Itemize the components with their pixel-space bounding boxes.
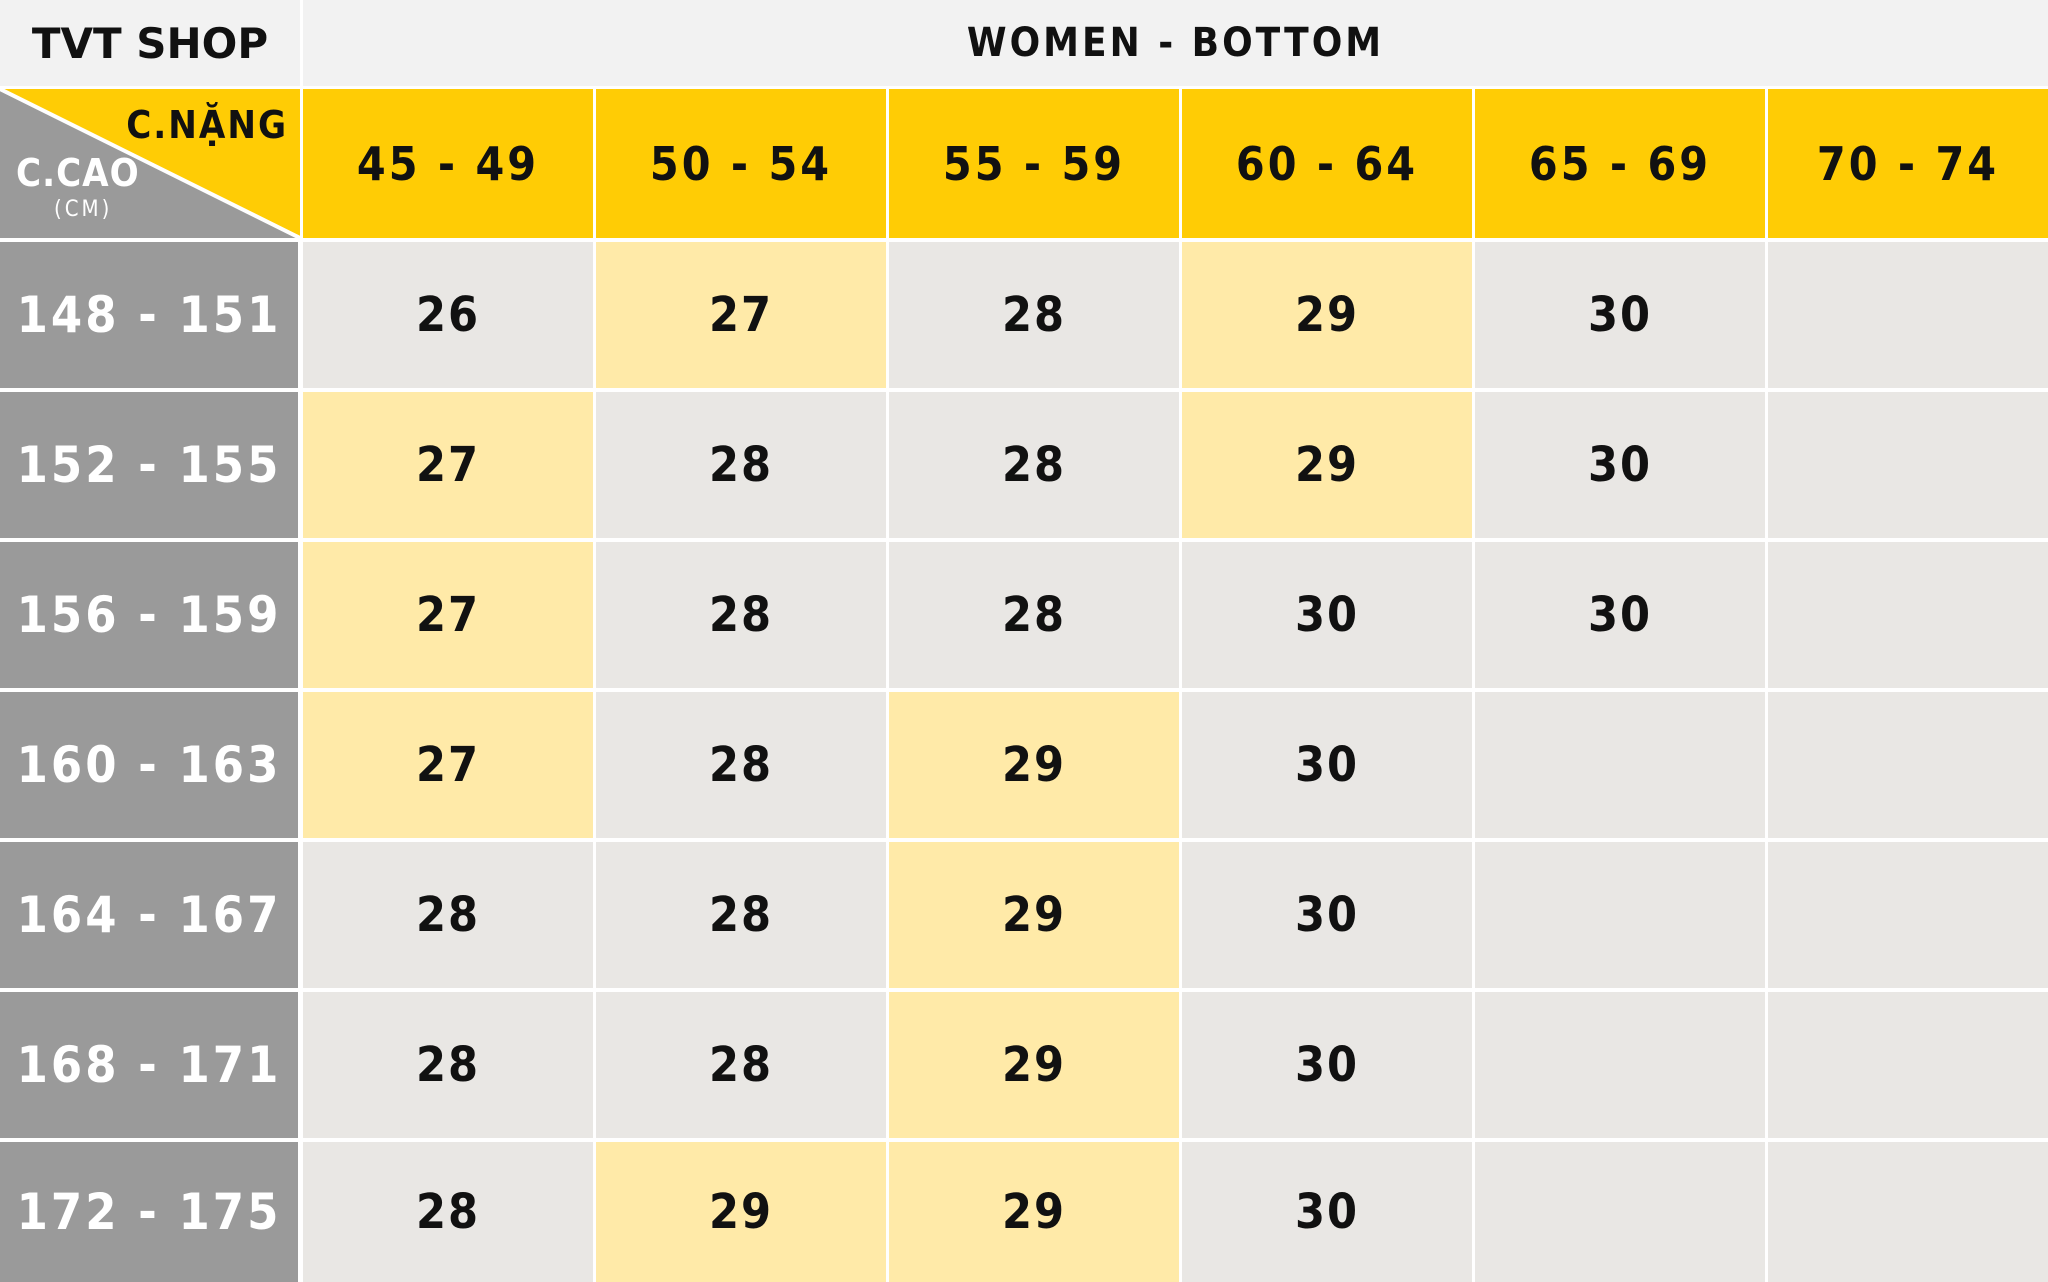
size-cell: 29 <box>596 1142 886 1282</box>
weight-header: 55 - 59 <box>889 89 1179 238</box>
size-cell: 30 <box>1475 392 1765 538</box>
size-cell <box>1768 1142 2048 1282</box>
size-cell: 29 <box>889 1142 1179 1282</box>
height-header: 172 - 175 <box>0 1142 298 1282</box>
height-unit-label: (CM) <box>54 197 113 222</box>
size-cell <box>1475 992 1765 1138</box>
weight-header: 60 - 64 <box>1182 89 1472 238</box>
size-cell: 29 <box>1182 392 1472 538</box>
size-cell <box>1768 242 2048 388</box>
size-cell: 30 <box>1182 1142 1472 1282</box>
height-header: 168 - 171 <box>0 992 298 1138</box>
size-cell: 29 <box>889 992 1179 1138</box>
table-title: WOMEN - BOTTOM <box>303 0 2048 86</box>
size-cell: 28 <box>596 392 886 538</box>
weight-header: 70 - 74 <box>1768 89 2048 238</box>
size-cell <box>1768 842 2048 988</box>
size-cell: 28 <box>303 992 593 1138</box>
size-cell: 30 <box>1475 242 1765 388</box>
size-cell: 26 <box>303 242 593 388</box>
size-cell: 30 <box>1182 842 1472 988</box>
weight-header: 65 - 69 <box>1475 89 1765 238</box>
size-cell: 28 <box>596 992 886 1138</box>
size-cell: 28 <box>596 842 886 988</box>
size-cell: 28 <box>889 542 1179 688</box>
height-header: 164 - 167 <box>0 842 298 988</box>
size-cell: 28 <box>303 842 593 988</box>
size-cell: 30 <box>1182 692 1472 838</box>
size-cell: 27 <box>303 392 593 538</box>
size-cell: 27 <box>596 242 886 388</box>
size-cell: 28 <box>596 692 886 838</box>
size-cell <box>1768 692 2048 838</box>
size-cell: 30 <box>1182 542 1472 688</box>
corner-header: C.NẶNG C.CAO (CM) <box>0 89 300 238</box>
height-header: 160 - 163 <box>0 692 298 838</box>
height-header: 156 - 159 <box>0 542 298 688</box>
size-cell: 28 <box>303 1142 593 1282</box>
size-cell: 30 <box>1182 992 1472 1138</box>
size-cell: 28 <box>889 392 1179 538</box>
height-header: 148 - 151 <box>0 242 298 388</box>
size-cell: 28 <box>596 542 886 688</box>
corner-diagonal-split <box>0 89 300 238</box>
weight-header: 50 - 54 <box>596 89 886 238</box>
height-axis-label: C.CAO <box>16 151 140 195</box>
size-cell: 28 <box>889 242 1179 388</box>
size-cell <box>1768 992 2048 1138</box>
size-cell <box>1475 692 1765 838</box>
height-header: 152 - 155 <box>0 392 298 538</box>
size-cell: 27 <box>303 692 593 838</box>
size-cell: 29 <box>889 842 1179 988</box>
shop-brand: TVT SHOP <box>0 0 300 86</box>
size-cell <box>1768 542 2048 688</box>
size-cell: 29 <box>889 692 1179 838</box>
weight-axis-label: C.NẶNG <box>126 103 288 147</box>
size-cell <box>1475 1142 1765 1282</box>
size-cell <box>1475 842 1765 988</box>
size-cell: 30 <box>1475 542 1765 688</box>
size-cell <box>1768 392 2048 538</box>
size-cell: 29 <box>1182 242 1472 388</box>
size-cell: 27 <box>303 542 593 688</box>
weight-header: 45 - 49 <box>303 89 593 238</box>
